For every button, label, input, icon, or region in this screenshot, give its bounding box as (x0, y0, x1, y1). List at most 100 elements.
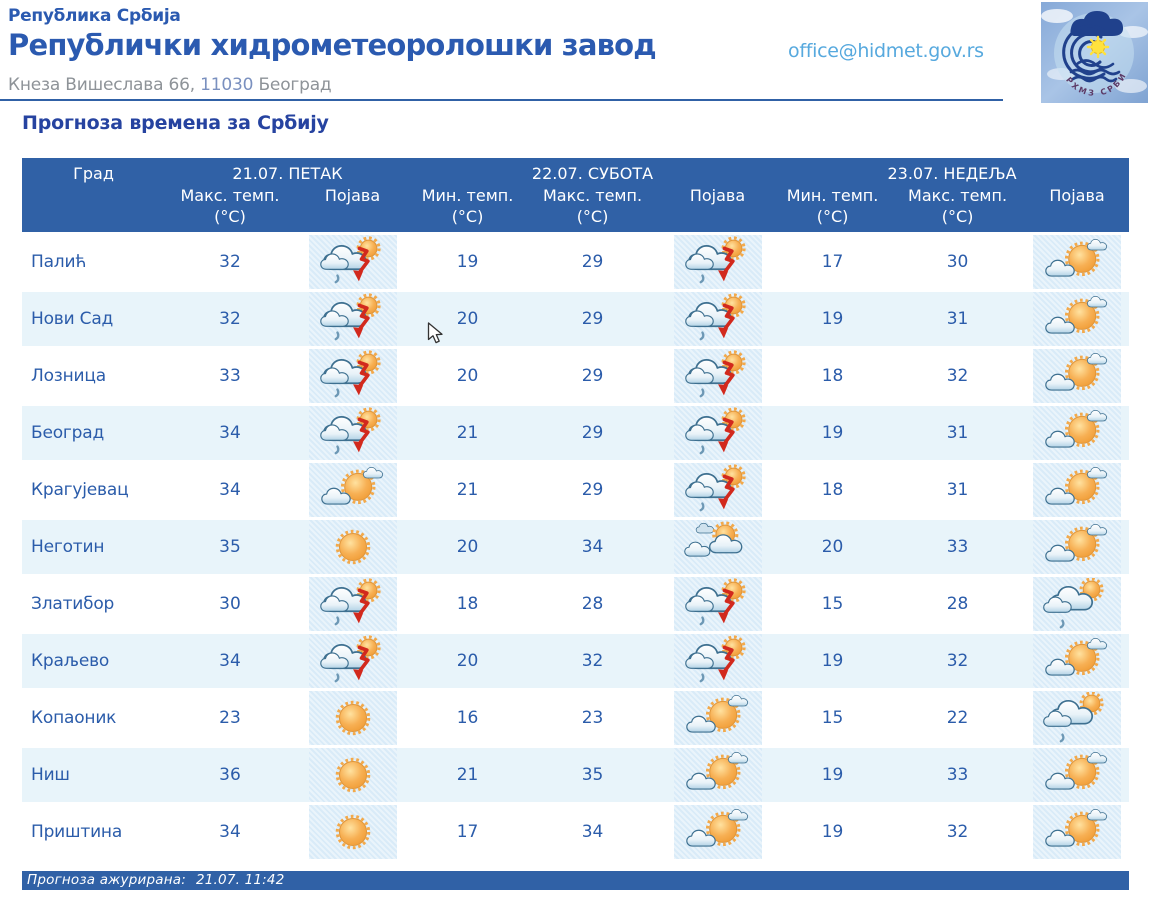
col-header-label: Појава (1049, 186, 1105, 205)
page-title: Прогноза времена за Србију (22, 112, 329, 134)
table-row: Београд 34 21 29 19 31 (22, 403, 1130, 460)
temp-cell: 33 (165, 346, 295, 403)
temp-cell: 32 (890, 631, 1026, 688)
address-postal: 11030 (200, 75, 254, 95)
temp-cell: 17 (775, 232, 891, 289)
city-cell: Ниш (22, 745, 165, 802)
update-bar: Прогноза ажурирана: 21.07. 11:42 (22, 871, 1129, 890)
temp-cell: 20 (775, 517, 891, 574)
table-row: Краљево 34 20 32 19 32 (22, 631, 1130, 688)
table-row: Приштина 34 17 34 19 32 (22, 802, 1130, 859)
temp-cell: 29 (525, 460, 661, 517)
col-header-unit: (°C) (451, 207, 484, 226)
temp-cell: 34 (165, 403, 295, 460)
temp-cell: 18 (775, 460, 891, 517)
table-row: Копаоник 23 16 23 15 22 (22, 688, 1130, 745)
temp-cell: 15 (775, 688, 891, 745)
temp-cell: 35 (525, 745, 661, 802)
weather-icon-sun_behind_clouds (673, 520, 762, 574)
temp-cell: 29 (525, 403, 661, 460)
temp-cell: 32 (890, 802, 1026, 859)
col-header: Појава (295, 184, 411, 232)
temp-cell: 20 (410, 631, 526, 688)
col-header: Макс. темп. (°C) (165, 184, 295, 232)
forecast-table: Град 21.07. ПЕТАК 22.07. СУБОТА 23.07. НЕДЕ… (22, 158, 1130, 859)
temp-cell: 28 (890, 574, 1026, 631)
day-group-header: 22.07. СУБОТА (410, 158, 776, 184)
weather-icon-mostly_sunny (673, 805, 762, 859)
temp-cell: 29 (525, 346, 661, 403)
temp-cell: 19 (775, 631, 891, 688)
temp-cell: 31 (890, 403, 1026, 460)
col-header: Мин. темп. (°C) (775, 184, 891, 232)
weather-icon-thunder (308, 292, 397, 346)
forecast-tbody: Палић 32 19 29 17 30 Нови Сад 32 20 29 19 31 Л… (22, 232, 1130, 859)
col-header-unit: (°C) (941, 207, 974, 226)
temp-cell: 35 (165, 517, 295, 574)
city-cell: Златибор (22, 574, 165, 631)
temp-cell: 19 (775, 802, 891, 859)
temp-cell: 33 (890, 517, 1026, 574)
temp-cell: 22 (890, 688, 1026, 745)
weather-icon-mostly_sunny (1033, 406, 1122, 460)
city-cell: Краљево (22, 631, 165, 688)
weather-icon-mostly_sunny (1033, 292, 1122, 346)
address-street: Кнеза Вишеслава 66, (8, 75, 195, 95)
temp-cell: 28 (525, 574, 661, 631)
weather-icon-clouds_sun_rain (1033, 577, 1122, 631)
day-group-header: 23.07. НЕДЕЉА (775, 158, 1130, 184)
weather-icon-mostly_sunny (1033, 805, 1122, 859)
temp-cell: 19 (775, 403, 891, 460)
col-header-label: Макс. темп. (908, 186, 1008, 205)
temp-cell: 31 (890, 289, 1026, 346)
weather-icon-clouds_sun_rain (1033, 691, 1122, 745)
temp-cell: 23 (525, 688, 661, 745)
weather-icon-sunny (308, 520, 397, 574)
col-header: Макс. темп. (°C) (525, 184, 661, 232)
update-time: 21.07. 11:42 (195, 872, 285, 888)
temp-cell: 34 (525, 802, 661, 859)
col-header-city: Град (22, 158, 165, 232)
temp-cell: 17 (410, 802, 526, 859)
temp-cell: 19 (775, 289, 891, 346)
temp-cell: 19 (410, 232, 526, 289)
temp-cell: 29 (525, 289, 661, 346)
weather-icon-thunder (308, 577, 397, 631)
weather-icon-thunder (673, 349, 762, 403)
temp-cell: 20 (410, 346, 526, 403)
temp-cell: 32 (165, 289, 295, 346)
weather-icon-mostly_sunny (673, 748, 762, 802)
weather-icon-thunder (673, 406, 762, 460)
temp-cell: 21 (410, 745, 526, 802)
weather-icon-mostly_sunny (1033, 349, 1122, 403)
col-header-label: Мин. темп. (786, 186, 879, 205)
col-header: Макс. темп. (°C) (890, 184, 1026, 232)
address-city: Београд (258, 75, 332, 95)
temp-cell: 21 (410, 403, 526, 460)
temp-cell: 34 (165, 631, 295, 688)
table-row: Палић 32 19 29 17 30 (22, 232, 1130, 289)
col-header: Мин. темп. (°C) (410, 184, 526, 232)
brand-header: Република Србија Републички хидрометеоро… (8, 6, 657, 95)
forecast-thead: Град 21.07. ПЕТАК 22.07. СУБОТА 23.07. НЕДЕ… (22, 158, 1130, 232)
weather-icon-thunder (673, 463, 762, 517)
table-row: Лозница 33 20 29 18 32 (22, 346, 1130, 403)
weather-icon-mostly_sunny (1033, 463, 1122, 517)
temp-cell: 15 (775, 574, 891, 631)
city-cell: Копаоник (22, 688, 165, 745)
table-row: Нови Сад 32 20 29 19 31 (22, 289, 1130, 346)
weather-icon-sunny (308, 691, 397, 745)
temp-cell: 32 (165, 232, 295, 289)
table-row: Ниш 36 21 35 19 33 (22, 745, 1130, 802)
update-label: Прогноза ажурирана: (27, 872, 186, 888)
temp-cell: 32 (525, 631, 661, 688)
weather-icon-thunder (673, 634, 762, 688)
weather-icon-mostly_sunny (1033, 520, 1122, 574)
city-cell: Нови Сад (22, 289, 165, 346)
city-cell: Приштина (22, 802, 165, 859)
weather-icon-mostly_sunny (1033, 235, 1122, 289)
temp-cell: 36 (165, 745, 295, 802)
mouse-cursor (427, 322, 443, 344)
email-link[interactable]: office@hidmet.gov.rs (788, 40, 984, 62)
